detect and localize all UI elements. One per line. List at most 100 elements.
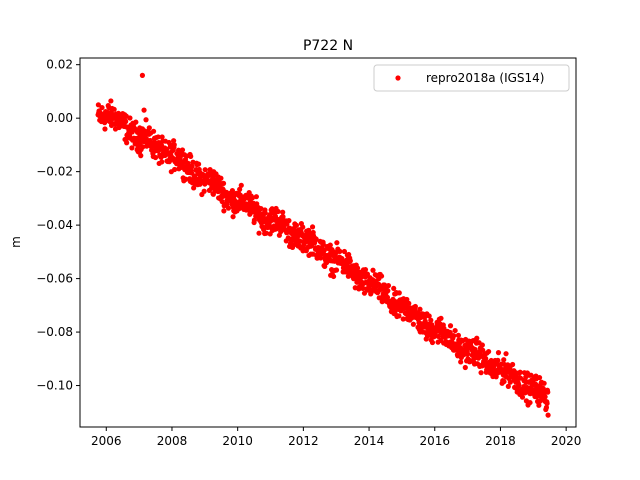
data-point: [238, 182, 244, 188]
y-tick-label: −0.08: [36, 325, 73, 339]
y-axis-ticks: 0.02 0.00 −0.02 −0.04 −0.06 −0.08 −0.10: [36, 58, 80, 393]
data-point: [237, 186, 243, 192]
data-point: [309, 224, 316, 230]
x-tick-label: 2008: [157, 434, 188, 448]
data-point: [99, 104, 105, 111]
data-point: [286, 218, 292, 224]
plot-frame: [79, 57, 577, 428]
y-tick-label: 0.02: [46, 58, 73, 72]
data-point: [480, 347, 486, 353]
data-point: [334, 240, 340, 246]
legend-box: [373, 64, 570, 92]
data-point: [111, 106, 117, 112]
data-point: [218, 175, 224, 181]
data-point: [455, 332, 462, 338]
data-point: [300, 224, 306, 230]
data-point: [262, 210, 268, 216]
data-point: [452, 327, 458, 334]
data-point: [159, 159, 165, 165]
data-point: [426, 313, 432, 319]
data-point: [396, 313, 402, 319]
data-point: [545, 389, 551, 395]
data-point: [438, 315, 444, 321]
data-point: [129, 145, 135, 151]
data-point: [422, 318, 428, 324]
y-tick-label: −0.10: [36, 379, 73, 393]
data-point: [404, 296, 410, 303]
data-point: [102, 120, 108, 126]
data-points-layer: [95, 72, 551, 418]
y-axis-label: m: [9, 236, 23, 248]
data-point: [256, 230, 262, 236]
data-point: [221, 208, 227, 214]
data-point: [183, 176, 189, 182]
data-point: [188, 153, 194, 159]
data-point: [330, 273, 337, 280]
data-point: [139, 72, 146, 78]
data-point: [384, 294, 391, 300]
data-point: [225, 205, 232, 211]
data-point: [341, 248, 348, 255]
data-point: [406, 300, 412, 307]
data-point: [478, 370, 484, 376]
data-point: [536, 402, 542, 408]
data-point: [141, 107, 147, 113]
data-point: [543, 404, 550, 411]
x-tick-label: 2012: [288, 434, 319, 448]
data-point: [486, 348, 492, 355]
data-point: [249, 195, 256, 201]
data-point: [159, 134, 165, 140]
data-point: [462, 364, 468, 371]
data-point: [102, 126, 108, 132]
legend-marker: [395, 75, 401, 81]
data-point: [544, 400, 550, 406]
y-tick-label: 0.00: [46, 111, 73, 125]
data-point: [361, 290, 368, 296]
x-tick-label: 2018: [485, 434, 516, 448]
data-point: [172, 166, 178, 173]
data-point: [435, 333, 441, 340]
data-point: [195, 161, 202, 167]
data-point: [428, 317, 434, 323]
data-point: [516, 382, 522, 388]
data-point: [171, 142, 177, 148]
data-point: [150, 128, 157, 134]
data-point: [509, 361, 516, 368]
data-point: [465, 351, 471, 357]
data-point: [327, 242, 333, 248]
data-point: [202, 167, 208, 173]
data-point: [280, 214, 286, 220]
data-point: [280, 209, 286, 215]
data-point: [220, 180, 227, 186]
legend-label: repro2018a (IGS14): [426, 71, 544, 85]
x-tick-label: 2006: [91, 434, 122, 448]
data-point: [140, 144, 146, 150]
data-point: [458, 359, 464, 365]
data-point: [362, 267, 369, 273]
data-point: [354, 265, 361, 271]
data-point: [152, 154, 159, 161]
data-point: [179, 147, 186, 153]
data-point: [123, 118, 129, 125]
data-point: [451, 333, 457, 339]
data-point: [505, 383, 511, 389]
data-point: [133, 119, 139, 125]
data-point: [412, 303, 418, 310]
data-point: [127, 115, 133, 121]
data-point: [347, 258, 353, 264]
data-point: [429, 339, 436, 346]
data-point: [447, 323, 454, 329]
data-point: [501, 378, 507, 385]
data-point: [519, 394, 526, 400]
data-point: [321, 247, 327, 253]
data-point: [536, 374, 543, 381]
x-tick-label: 2020: [551, 434, 582, 448]
y-tick-label: −0.06: [36, 272, 73, 286]
data-point: [391, 285, 397, 292]
data-point: [164, 146, 170, 152]
data-point: [409, 315, 415, 321]
legend: repro2018a (IGS14): [373, 64, 570, 92]
x-tick-label: 2014: [354, 434, 385, 448]
data-point: [333, 267, 340, 273]
